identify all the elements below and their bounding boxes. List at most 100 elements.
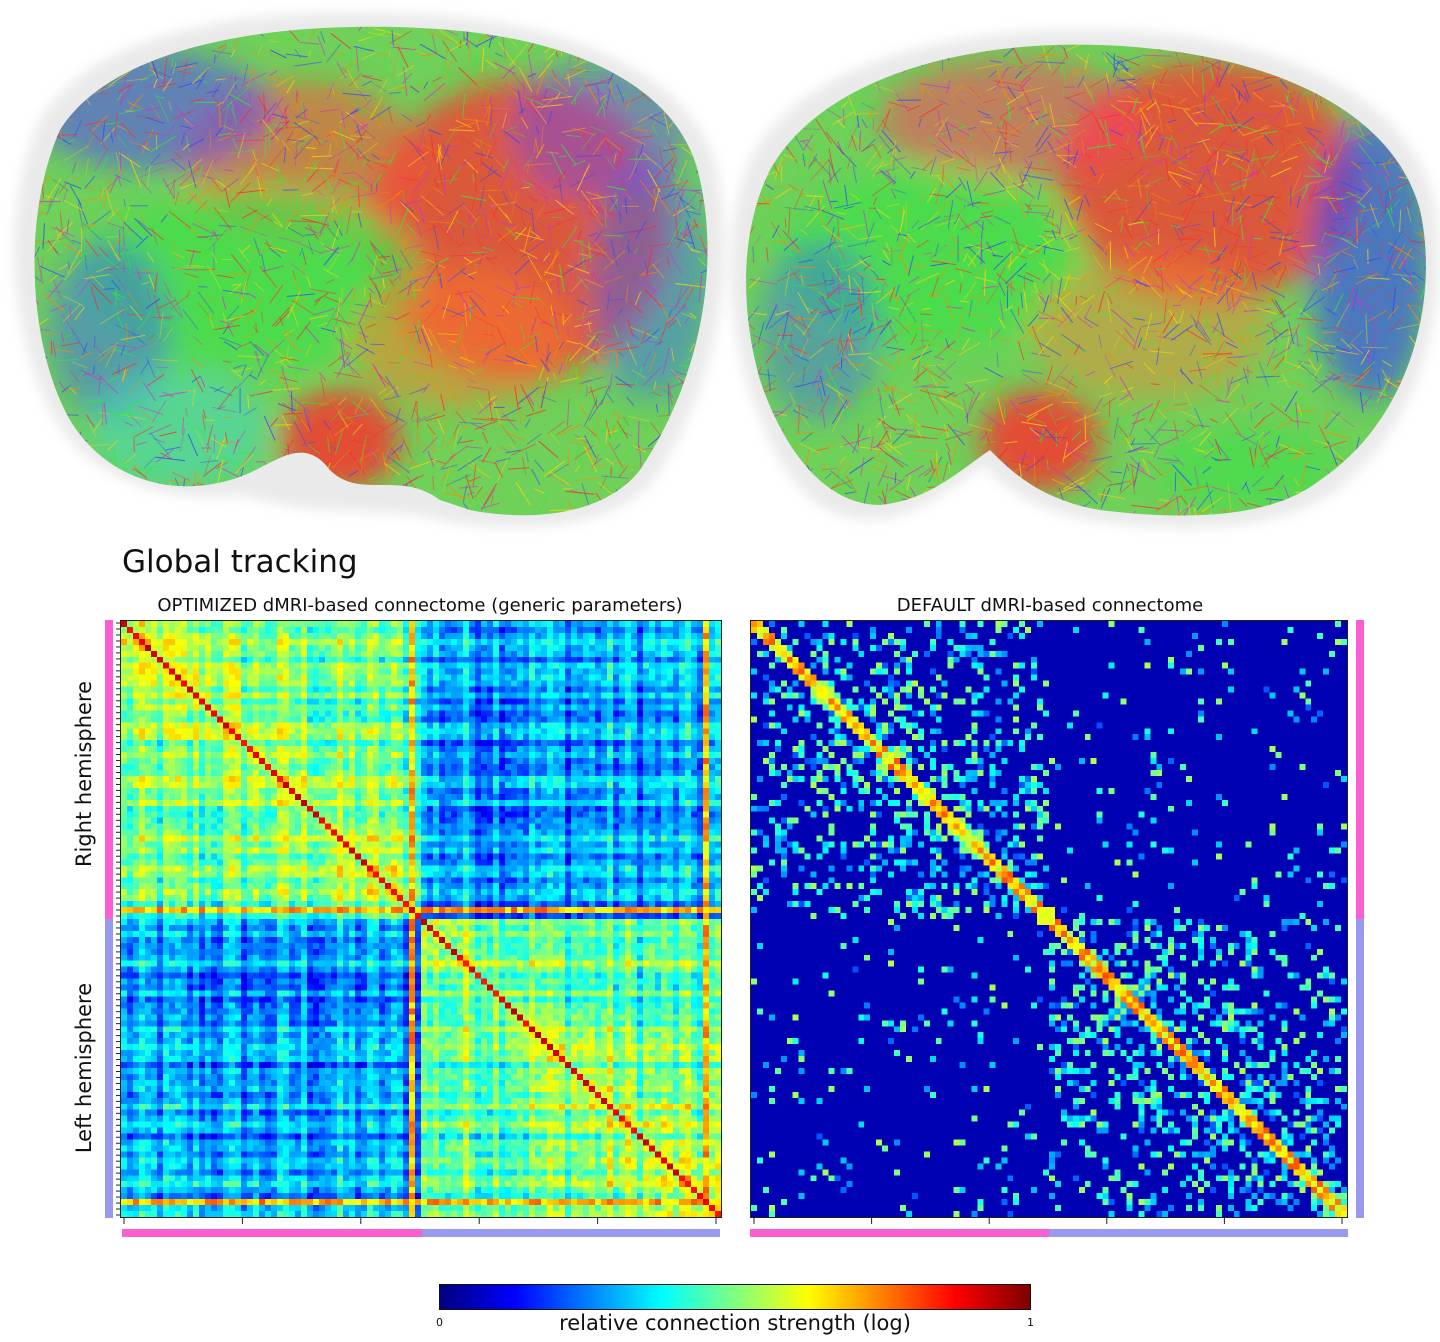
fiber-stroke bbox=[1246, 170, 1259, 179]
fiber-stroke bbox=[241, 69, 256, 73]
fiber-stroke bbox=[856, 139, 865, 147]
fiber-stroke bbox=[813, 442, 836, 455]
fiber-stroke bbox=[1154, 66, 1165, 69]
fiber-stroke bbox=[1210, 169, 1221, 177]
fiber-stroke bbox=[211, 93, 223, 113]
fiber-stroke bbox=[997, 85, 1025, 92]
fiber-stroke bbox=[1038, 234, 1062, 237]
fiber-stroke bbox=[203, 462, 222, 477]
fiber-stroke bbox=[987, 65, 1011, 77]
fiber-stroke bbox=[1200, 192, 1230, 199]
fiber-stroke bbox=[522, 456, 527, 476]
fiber-stroke bbox=[1281, 137, 1287, 158]
fiber-stroke bbox=[1144, 177, 1164, 187]
fiber-stroke bbox=[472, 390, 490, 399]
fiber-stroke bbox=[263, 435, 289, 450]
fiber-stroke bbox=[688, 451, 699, 475]
fiber-stroke bbox=[331, 201, 335, 213]
fiber-stroke bbox=[362, 526, 364, 540]
fiber-stroke bbox=[612, 93, 628, 100]
fiber-stroke bbox=[245, 75, 254, 88]
fiber-stroke bbox=[1312, 363, 1323, 378]
fiber-stroke bbox=[357, 26, 364, 32]
fiber-stroke bbox=[1223, 508, 1237, 516]
fiber-stroke bbox=[713, 60, 726, 67]
fiber-stroke bbox=[1314, 439, 1331, 446]
fiber-stroke bbox=[629, 33, 633, 43]
fiber-stroke bbox=[382, 516, 396, 517]
fiber-stroke bbox=[1061, 375, 1075, 398]
fiber-stroke bbox=[1003, 305, 1014, 312]
fiber-stroke bbox=[865, 144, 883, 168]
fiber-stroke bbox=[676, 159, 688, 186]
fiber-stroke bbox=[58, 519, 63, 540]
fiber-stroke bbox=[455, 219, 468, 227]
fiber-stroke bbox=[304, 234, 316, 236]
fiber-stroke bbox=[390, 444, 403, 456]
fiber-stroke bbox=[1391, 244, 1406, 269]
fiber-stroke bbox=[699, 254, 706, 267]
fiber-stroke bbox=[281, 332, 295, 346]
fiber-stroke bbox=[619, 445, 634, 463]
fiber-stroke bbox=[117, 83, 134, 93]
fiber-stroke bbox=[842, 456, 854, 481]
fiber-stroke bbox=[479, 139, 485, 155]
fiber-stroke bbox=[1128, 330, 1142, 339]
fiber-stroke bbox=[962, 397, 969, 418]
fiber-stroke bbox=[1331, 414, 1343, 419]
fiber-stroke bbox=[479, 189, 503, 192]
fiber-stroke bbox=[501, 65, 515, 79]
fiber-stroke bbox=[1116, 345, 1125, 356]
fiber-stroke bbox=[1236, 436, 1244, 447]
fiber-stroke bbox=[1019, 397, 1039, 405]
fiber-stroke bbox=[1204, 316, 1214, 340]
fiber-stroke bbox=[894, 472, 897, 484]
fiber-stroke bbox=[571, 35, 581, 40]
fiber-stroke bbox=[809, 286, 831, 299]
fiber-stroke bbox=[126, 328, 135, 342]
fiber-stroke bbox=[765, 183, 774, 191]
fiber-stroke bbox=[647, 169, 661, 193]
fiber-stroke bbox=[1315, 351, 1319, 362]
fiber-stroke bbox=[423, 82, 446, 101]
fiber-stroke bbox=[1362, 498, 1383, 508]
fiber-stroke bbox=[1157, 110, 1163, 133]
fiber-stroke bbox=[339, 125, 347, 154]
fiber-stroke bbox=[937, 137, 954, 154]
fiber-stroke bbox=[1242, 271, 1253, 288]
fiber-stroke bbox=[1180, 328, 1194, 337]
fiber-stroke bbox=[757, 311, 767, 341]
fiber-stroke bbox=[1361, 346, 1388, 349]
fiber-stroke bbox=[362, 108, 378, 118]
fiber-stroke bbox=[948, 226, 977, 236]
fiber-stroke bbox=[23, 125, 26, 135]
fiber-stroke bbox=[377, 258, 388, 265]
fiber-stroke bbox=[1057, 44, 1066, 50]
fiber-stroke bbox=[103, 181, 111, 209]
fiber-stroke bbox=[1425, 375, 1426, 396]
fiber-stroke bbox=[1421, 60, 1424, 73]
fiber-stroke bbox=[42, 222, 45, 250]
fiber-stroke bbox=[341, 279, 360, 283]
fiber-stroke bbox=[1297, 360, 1313, 365]
fiber-stroke bbox=[373, 173, 382, 188]
fiber-stroke bbox=[1410, 445, 1424, 448]
fiber-stroke bbox=[517, 89, 523, 115]
fiber-stroke bbox=[289, 262, 308, 277]
fiber-stroke bbox=[1073, 343, 1081, 355]
fiber-stroke bbox=[1107, 298, 1112, 323]
fiber-stroke bbox=[927, 503, 943, 508]
fiber-stroke bbox=[534, 227, 547, 245]
fiber-stroke bbox=[98, 488, 116, 504]
fiber-stroke bbox=[34, 526, 43, 532]
fiber-stroke bbox=[787, 55, 800, 84]
fiber-stroke bbox=[406, 475, 415, 487]
fiber-stroke bbox=[894, 284, 900, 298]
fiber-stroke bbox=[441, 143, 451, 160]
fiber-stroke bbox=[760, 516, 762, 532]
fiber-stroke bbox=[1322, 409, 1330, 435]
fiber-stroke bbox=[1143, 362, 1156, 375]
fiber-stroke bbox=[634, 128, 648, 132]
fiber-stroke bbox=[217, 405, 226, 410]
fiber-stroke bbox=[1024, 111, 1041, 115]
